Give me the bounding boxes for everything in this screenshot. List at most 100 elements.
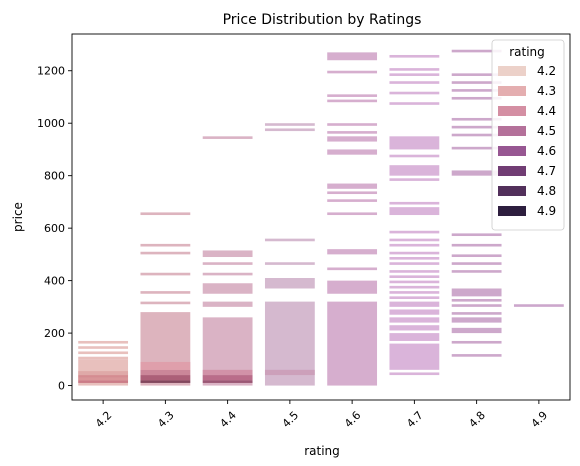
legend-label-4.5: 4.5 [537, 124, 556, 138]
bin-4.3-4 [140, 291, 191, 294]
bin-4.8-7 [451, 133, 502, 137]
bin-4.4-3 [202, 272, 253, 276]
y-tick-label-0: 0 [58, 380, 65, 393]
bin-4.8-20 [451, 327, 502, 334]
legend-title: rating [509, 45, 545, 59]
bin-4.8-0 [451, 49, 502, 53]
bin-4.2-1 [78, 346, 129, 349]
x-tick-label-4.8: 4.8 [466, 409, 488, 431]
bin-4.7-4 [389, 91, 440, 95]
dense-bin-4.3-2 [140, 369, 191, 376]
bin-4.4-0 [202, 136, 253, 139]
bin-4.7-1 [389, 68, 440, 71]
bin-4.8-6 [451, 125, 502, 129]
legend-swatch-4.4 [498, 106, 526, 116]
bin-4.7-16 [389, 257, 440, 260]
y-axis-label: price [11, 202, 25, 232]
bin-4.7-0 [389, 54, 440, 58]
legend-swatch-4.5 [498, 126, 526, 136]
legend-swatch-4.2 [498, 66, 526, 76]
bin-4.6-13 [327, 267, 378, 271]
y-tick-label-1200: 1200 [37, 65, 65, 78]
bin-4.7-13 [389, 238, 440, 242]
bin-4.8-16 [451, 298, 502, 302]
bin-4.6-6 [327, 136, 378, 142]
y-tick-label-600: 600 [44, 222, 65, 235]
bin-4.6-0 [327, 52, 378, 61]
bin-4.3-2 [140, 251, 191, 255]
legend-swatch-4.3 [498, 86, 526, 96]
bin-4.5-1 [264, 128, 315, 132]
bin-4.7-30 [389, 372, 440, 376]
bin-4.8-11 [451, 243, 502, 247]
bin-4.9-0 [513, 304, 564, 307]
bin-4.8-13 [451, 262, 502, 265]
bin-4.7-18 [389, 270, 440, 273]
x-tick-label-4.7: 4.7 [404, 409, 426, 431]
legend-label-4.2: 4.2 [537, 64, 556, 78]
bin-4.7-19 [389, 275, 440, 278]
bin-4.3-0 [140, 212, 191, 216]
bin-4.8-15 [451, 288, 502, 297]
dense-bin-4.2-3 [78, 371, 129, 376]
bin-4.2-2 [78, 340, 129, 344]
x-tick-label-4.5: 4.5 [280, 409, 302, 431]
bin-4.4-5 [202, 301, 253, 307]
bin-4.6-1 [327, 70, 378, 74]
bin-4.4-2 [202, 262, 253, 265]
dense-bin-4.2-0 [78, 380, 129, 383]
dense-bin-4.4-0 [202, 380, 253, 383]
legend-swatch-4.6 [498, 146, 526, 156]
x-tick-label-4.6: 4.6 [342, 409, 364, 431]
bin-4.6-10 [327, 199, 378, 202]
y-tick-label-1000: 1000 [37, 117, 65, 130]
bin-4.8-10 [451, 233, 502, 237]
bin-4.5-2 [264, 238, 315, 242]
dense-bin-4.3-0 [140, 380, 191, 383]
bin-4.8-5 [451, 117, 502, 121]
dense-bin-4.4-1 [202, 375, 253, 381]
y-axis: 0 200 400 600 800 1000 1200 [37, 65, 72, 393]
bin-4.7-23 [389, 296, 440, 299]
bin-4.5-4 [264, 278, 315, 289]
bin-4.8-3 [451, 89, 502, 92]
bin-4.7-8 [389, 165, 440, 176]
dense-bin-4.2-1 [78, 377, 129, 381]
bin-4.6-4 [327, 123, 378, 126]
bin-4.7-12 [389, 230, 440, 234]
bin-4.7-2 [389, 73, 440, 76]
legend-label-4.4: 4.4 [537, 104, 556, 118]
bin-4.7-22 [389, 291, 440, 294]
bin-4.8-18 [451, 312, 502, 315]
bin-4.8-14 [451, 270, 502, 273]
x-tick-label-4.2: 4.2 [93, 409, 115, 431]
bin-4.7-14 [389, 243, 440, 247]
bin-4.7-3 [389, 81, 440, 84]
bin-4.8-19 [451, 317, 502, 323]
bin-4.7-5 [389, 102, 440, 105]
x-axis-label: rating [304, 444, 340, 458]
dense-bin-4.3-1 [140, 375, 191, 381]
bin-4.8-17 [451, 304, 502, 307]
bin-4.7-17 [389, 262, 440, 265]
y-tick-label-200: 200 [44, 327, 65, 340]
bin-4.7-9 [389, 178, 440, 181]
bin-4.6-3 [327, 99, 378, 103]
bin-4.7-15 [389, 251, 440, 255]
bin-4.8-22 [451, 354, 502, 357]
legend-label-4.6: 4.6 [537, 144, 556, 158]
bin-4.5-0 [264, 123, 315, 126]
bin-4.4-1 [202, 250, 253, 258]
bin-4.3-1 [140, 243, 191, 247]
bin-4.8-12 [451, 254, 502, 258]
bin-4.7-6 [389, 136, 440, 150]
legend-label-4.9: 4.9 [537, 204, 556, 218]
y-tick-label-800: 800 [44, 170, 65, 183]
bin-4.6-9 [327, 191, 378, 195]
bin-4.8-4 [451, 96, 502, 100]
legend-swatch-4.8 [498, 186, 526, 196]
bin-4.8-8 [451, 146, 502, 150]
bin-4.7-7 [389, 154, 440, 158]
dense-bin-4.4-2 [202, 369, 253, 376]
legend-swatch-4.7 [498, 166, 526, 176]
